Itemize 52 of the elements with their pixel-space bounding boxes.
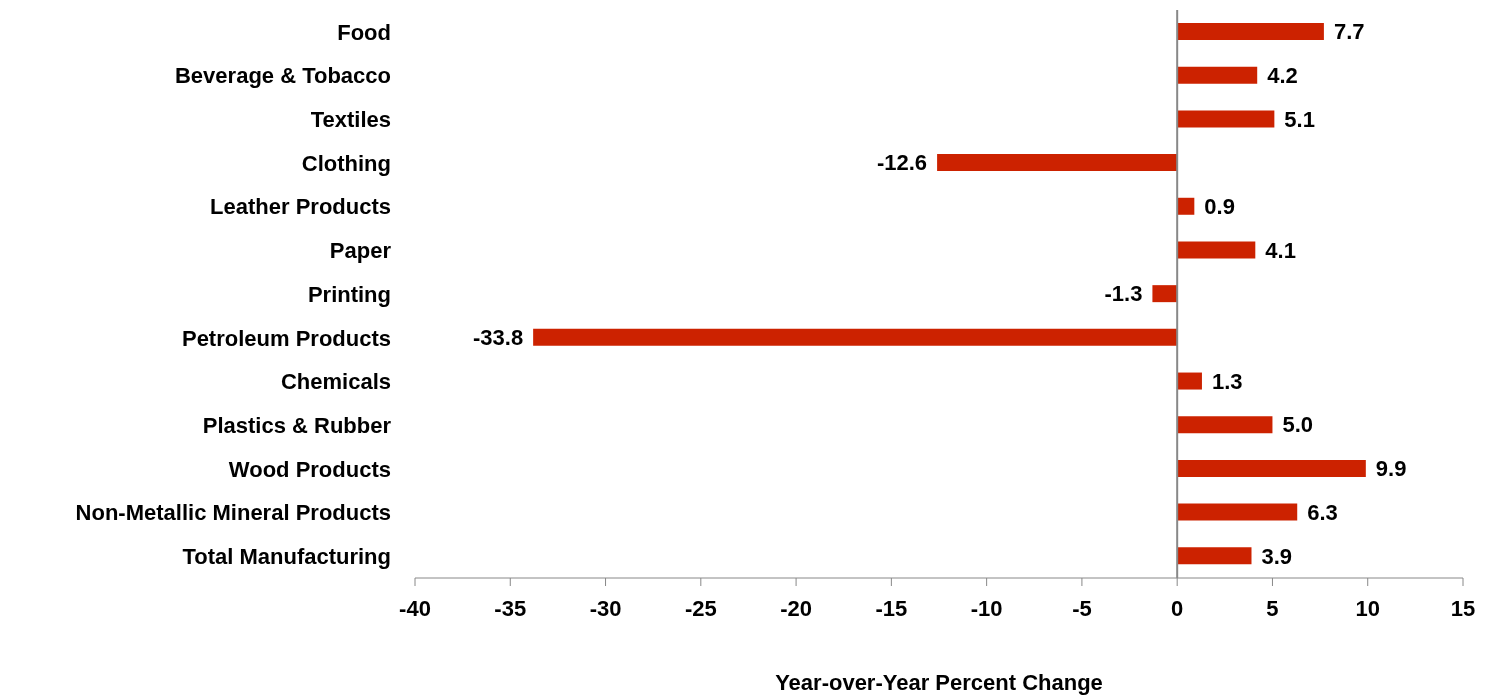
data-label: 5.0	[1282, 412, 1314, 438]
x-tick-label: 5	[1266, 595, 1279, 621]
y-tick-label: Wood Products	[228, 456, 391, 482]
y-tick-label: Petroleum Products	[181, 325, 391, 351]
data-label: -33.8	[472, 325, 524, 351]
data-label: 7.7	[1333, 19, 1365, 45]
x-tick-label: -20	[780, 595, 812, 621]
bar	[1152, 285, 1178, 303]
bar	[1177, 547, 1252, 565]
y-tick-label: Non-Metallic Mineral Products	[75, 500, 391, 526]
y-tick-label: Clothing	[301, 150, 391, 176]
data-label: 0.9	[1204, 193, 1235, 219]
bar	[1177, 23, 1324, 40]
bar	[1177, 241, 1256, 259]
data-label: 3.9	[1261, 543, 1293, 569]
x-tick-label: 15	[1450, 595, 1476, 621]
bar	[1177, 110, 1275, 128]
x-tick-label: -40	[399, 595, 431, 621]
data-label: 9.9	[1375, 456, 1407, 482]
x-tick-label: -5	[1072, 595, 1092, 621]
x-tick-label: -25	[684, 595, 717, 621]
y-tick-label: Plastics & Rubber	[202, 412, 392, 438]
data-label: 4.2	[1267, 62, 1298, 88]
bar	[1177, 197, 1195, 215]
x-tick-label: 0	[1171, 595, 1184, 621]
bar	[533, 328, 1178, 346]
bar	[1177, 66, 1258, 84]
data-label: 1.3	[1211, 368, 1243, 394]
x-tick-label: -15	[875, 595, 908, 621]
y-tick-label: Chemicals	[280, 369, 391, 395]
x-axis-title: Year-over-Year Percent Change	[775, 670, 1103, 695]
y-tick-label: Total Manufacturing	[182, 543, 391, 569]
data-label: 4.1	[1265, 237, 1296, 263]
bar	[1177, 372, 1202, 390]
data-label: 5.1	[1284, 106, 1315, 132]
x-tick-label: -30	[589, 595, 622, 621]
x-tick-label: -35	[494, 595, 527, 621]
y-tick-label: Printing	[307, 281, 391, 307]
bar	[1177, 503, 1298, 521]
data-label: -1.3	[1104, 281, 1143, 307]
bar	[1177, 459, 1366, 477]
y-tick-label: Textiles	[310, 107, 391, 133]
bar	[937, 154, 1178, 172]
y-tick-label: Leather Products	[210, 194, 391, 220]
bar	[1177, 416, 1273, 434]
data-label: -12.6	[876, 150, 928, 176]
data-label: 6.3	[1307, 499, 1338, 525]
x-tick-label: 10	[1355, 595, 1380, 621]
y-tick-label: Food	[337, 19, 391, 45]
x-tick-label: -10	[970, 595, 1003, 621]
y-tick-label: Paper	[329, 238, 392, 264]
y-tick-label: Beverage & Tobacco	[174, 63, 391, 89]
